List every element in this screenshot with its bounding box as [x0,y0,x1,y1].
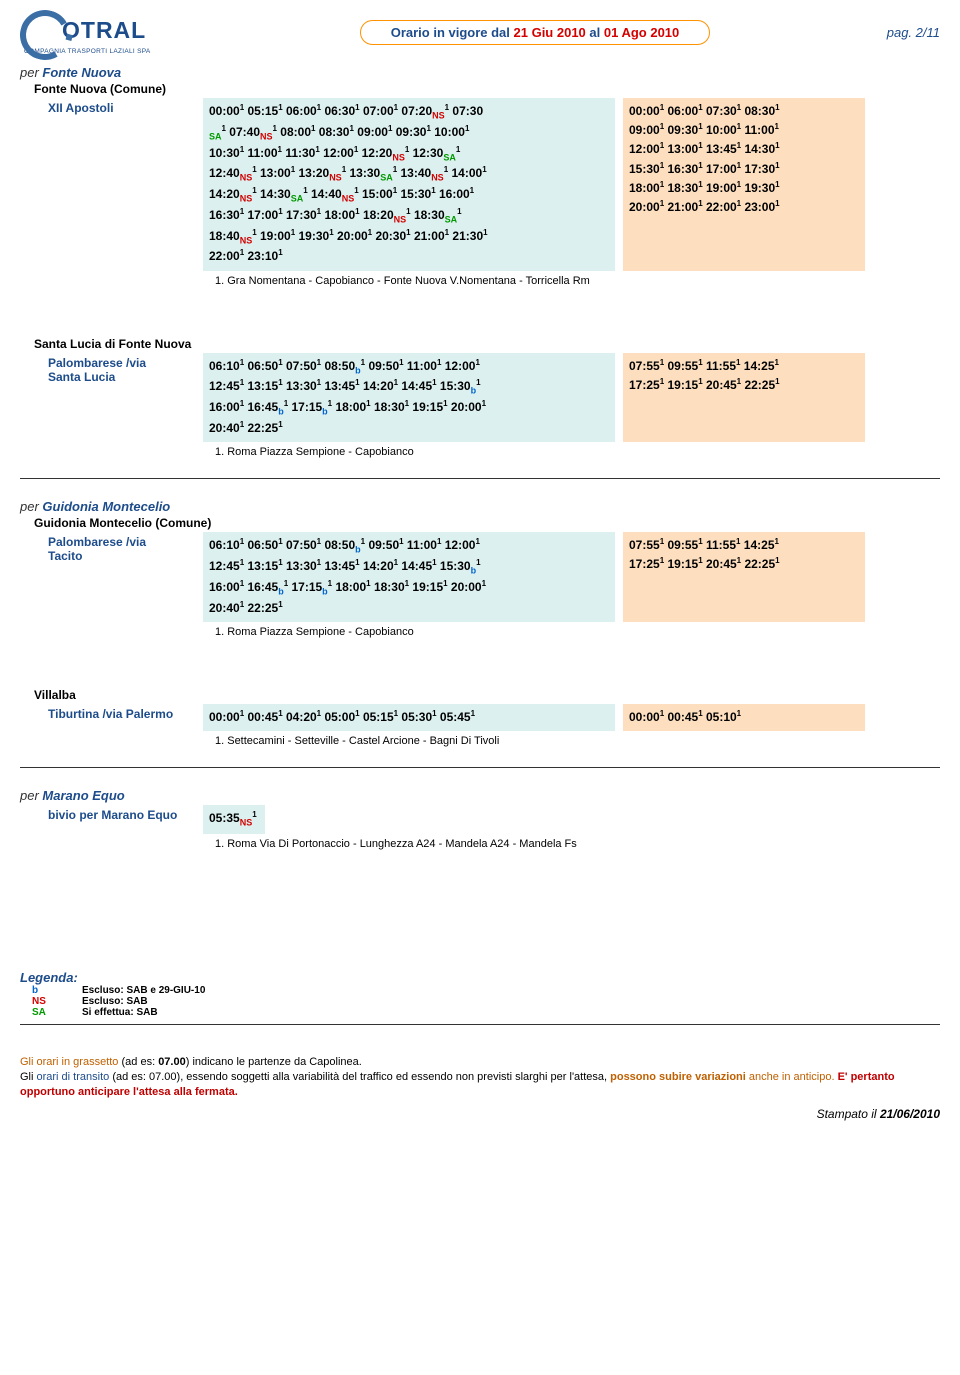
weekday-schedule: 00:001 00:451 04:201 05:001 05:151 05:30… [203,704,615,731]
logo-text: OTRAL [62,17,146,44]
weekday-schedule: 06:101 06:501 07:501 08:50b1 09:501 11:0… [203,532,615,622]
footer-l2c: (ad es: 07.00), essendo soggetti alla va… [109,1071,610,1083]
route-note: 1. Roma Via Di Portonaccio - Lunghezza A… [215,838,940,850]
route-note: 1. Settecamini - Setteville - Castel Arc… [215,735,940,747]
title-box: Orario in vigore dal 21 Giu 2010 al 01 A… [360,20,711,45]
destination-block: Santa Lucia di Fonte Nuova Palombarese /v… [20,337,940,459]
destination-sub: Fonte Nuova (Comune) [34,82,940,96]
destination-line: per Marano Equo [20,788,940,803]
footer-l2b: orari di transito [37,1071,110,1083]
footer-l1c: 07.00 [158,1056,186,1068]
destination-sub: Santa Lucia di Fonte Nuova [34,337,940,351]
footer-l1d: ) indicano le partenze da Capolinea. [186,1056,362,1068]
route-note: 1. Gra Nomentana - Capobianco - Fonte Nu… [215,275,940,287]
holiday-schedule: 00:001 00:451 05:101 [623,704,865,731]
legend-title: Legenda: [20,970,940,985]
stop-name: XII Apostoli [48,98,203,271]
weekday-schedule: 06:101 06:501 07:501 08:50b1 09:501 11:0… [203,353,615,443]
stop-name: bivio per Marano Equo [48,805,203,834]
date-to: 01 Ago 2010 [604,25,679,40]
legend: Legenda: bEscluso: SAB e 29-GIU-10NSEscl… [20,970,940,1018]
route-note: 1. Roma Piazza Sempione - Capobianco [215,626,940,638]
legend-item: NSEscluso: SAB [32,996,940,1007]
destination-line: per Fonte Nuova [20,65,940,80]
section-divider [20,478,940,479]
footer-l1a: Gli orari in grassetto [20,1056,118,1068]
schedule-row: Palombarese /viaTacito06:101 06:501 07:5… [48,532,940,622]
print-stamp: Stampato il 21/06/2010 [20,1107,940,1121]
section-divider [20,767,940,768]
destination-block: per Fonte Nuova Fonte Nuova (Comune) XII A… [20,65,940,287]
destination-sub: Villalba [34,688,940,702]
destination-block: per Marano Equo bivio per Marano Equo05:3… [20,788,940,850]
footer-l2e: anche in anticipo. [746,1071,838,1083]
weekday-schedule: 05:35NS1 [203,805,265,834]
schedule-row: Tiburtina /via Palermo00:001 00:451 04:2… [48,704,940,731]
footer-l1b: (ad es: [118,1056,158,1068]
logo-arc-icon [20,10,60,50]
header: OTRAL COMPAGNIA TRASPORTI LAZIALI SPA Or… [20,10,940,55]
stop-name: Palombarese /viaSanta Lucia [48,353,203,443]
title-mid: al [586,25,604,40]
schedule-row: bivio per Marano Equo05:35NS1 [48,805,940,834]
footer-l2a: Gli [20,1071,37,1083]
divider [20,1024,940,1025]
destination-block: per Guidonia Montecelio Guidonia Montecel… [20,499,940,638]
route-note: 1. Roma Piazza Sempione - Capobianco [215,446,940,458]
title-pre: Orario in vigore dal [391,25,514,40]
destination-sub: Guidonia Montecelio (Comune) [34,516,940,530]
holiday-schedule: 07:551 09:551 11:551 14:25117:251 19:151… [623,532,865,622]
footer-l2d: possono subire variazioni [610,1071,746,1083]
page-number: pag. 2/11 [870,25,940,40]
weekday-schedule: 00:001 05:151 06:001 06:301 07:001 07:20… [203,98,615,271]
destination-line: per Guidonia Montecelio [20,499,940,514]
stop-name: Palombarese /viaTacito [48,532,203,622]
legend-item: SASi effettua: SAB [32,1007,940,1018]
holiday-schedule: 07:551 09:551 11:551 14:25117:251 19:151… [623,353,865,443]
stop-name: Tiburtina /via Palermo [48,704,203,731]
logo: OTRAL COMPAGNIA TRASPORTI LAZIALI SPA [20,10,200,55]
schedule-row: Palombarese /viaSanta Lucia06:101 06:501… [48,353,940,443]
date-from: 21 Giu 2010 [514,25,586,40]
legend-item: bEscluso: SAB e 29-GIU-10 [32,985,940,996]
schedule-row: XII Apostoli00:001 05:151 06:001 06:301 … [48,98,940,271]
holiday-schedule: 00:001 06:001 07:301 08:30109:001 09:301… [623,98,865,271]
destination-block: VillalbaTiburtina /via Palermo00:001 00:… [20,688,940,747]
footer: Gli orari in grassetto (ad es: 07.00) in… [20,1055,940,1101]
